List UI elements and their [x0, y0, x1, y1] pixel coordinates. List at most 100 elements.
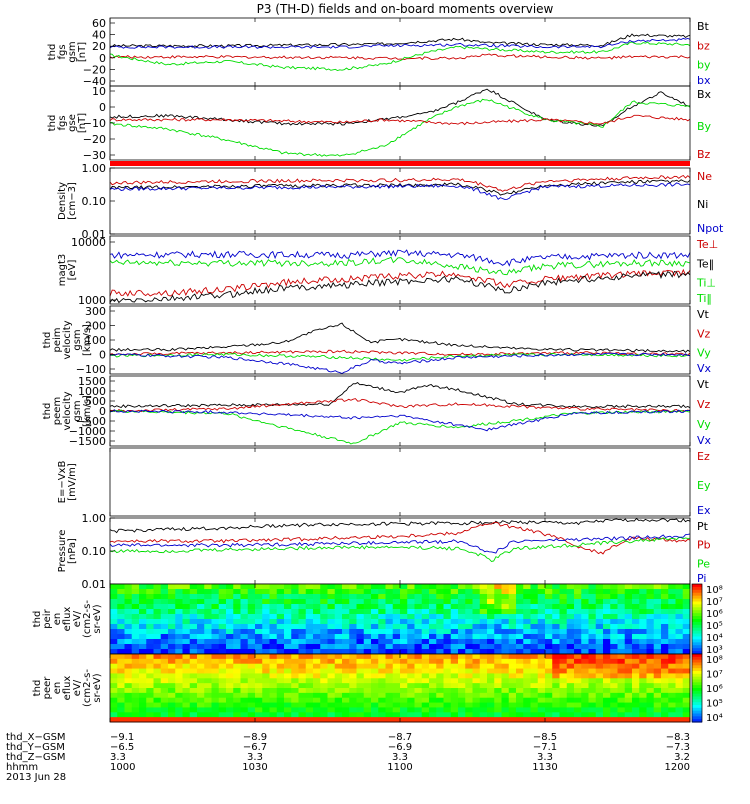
heatmap-cell: [197, 634, 205, 640]
heatmap-cell: [523, 604, 531, 610]
heatmap-cell: [247, 668, 256, 674]
heatmap-cell: [472, 654, 481, 660]
heatmap-cell: [305, 604, 314, 610]
colorbar-step: [692, 621, 702, 626]
panel-frame: [109, 447, 691, 517]
heatmap-cell: [247, 697, 256, 704]
heatmap-cell: [146, 712, 154, 718]
y-axis-label-line: peem: [52, 397, 63, 425]
heatmap-cell: [661, 639, 669, 645]
heatmap-cell: [291, 634, 299, 640]
heatmap-cell: [624, 649, 633, 655]
heatmap-cell: [218, 707, 227, 713]
heatmap-cell: [624, 639, 633, 645]
heatmap-cell: [291, 589, 299, 595]
heatmap-cell: [479, 594, 488, 600]
heatmap-cell: [632, 639, 640, 645]
heatmap-cell: [443, 614, 452, 620]
heatmap-cell: [117, 609, 125, 615]
heatmap-cell: [313, 692, 321, 699]
heatmap-cell: [617, 663, 626, 670]
heatmap-cell: [146, 604, 154, 610]
heatmap-cell: [204, 654, 212, 660]
heatmap-cell: [240, 634, 249, 640]
heatmap-cell: [458, 654, 466, 660]
heatmap-cell: [371, 649, 379, 655]
heatmap-cell: [603, 678, 611, 684]
heatmap-cell: [516, 649, 524, 655]
heatmap-cell: [436, 658, 444, 665]
heatmap-cell: [668, 644, 676, 650]
heatmap-cell: [305, 654, 314, 660]
heatmap-cell: [204, 619, 212, 625]
heatmap-cell: [334, 702, 343, 708]
x-axis-value: −7.3: [666, 742, 690, 753]
heatmap-cell: [479, 692, 488, 699]
heatmap-cell: [175, 658, 183, 665]
heatmap-cell: [682, 688, 691, 694]
heatmap-cell: [588, 639, 597, 645]
heatmap-cell: [574, 629, 582, 635]
heatmap-cell: [334, 644, 343, 650]
heatmap-cell: [168, 692, 176, 699]
heatmap-cell: [632, 629, 640, 635]
heatmap-cell: [204, 712, 212, 718]
heatmap-cell: [523, 692, 531, 699]
heatmap-cell: [458, 614, 466, 620]
heatmap-cell: [226, 604, 234, 610]
y-axis-label: thd fgs gsm [nT]: [47, 41, 88, 62]
heatmap-cell: [284, 649, 292, 655]
heatmap-cell: [668, 619, 676, 625]
heatmap-cell: [291, 609, 299, 615]
heatmap-cell: [653, 589, 662, 595]
heatmap-cell: [276, 584, 285, 590]
heatmap-cell: [146, 658, 154, 665]
heatmap-cell: [240, 668, 249, 674]
heatmap-cell: [298, 644, 307, 650]
heatmap-cell: [168, 629, 176, 635]
heatmap-cell: [661, 599, 669, 605]
heatmap-cell: [139, 697, 147, 704]
heatmap-cell: [349, 594, 357, 600]
heatmap-cell: [320, 673, 328, 679]
heatmap-cell: [226, 707, 234, 713]
heatmap-cell: [197, 584, 205, 590]
heatmap-cell: [175, 678, 183, 684]
heatmap-cell: [255, 619, 263, 625]
heatmap-cell: [124, 717, 133, 723]
heatmap-cell: [545, 594, 553, 600]
heatmap-cell: [450, 654, 459, 660]
heatmap-cell: [313, 683, 321, 689]
heatmap-cell: [320, 604, 328, 610]
heatmap-cell: [443, 702, 452, 708]
heatmap-cell: [559, 688, 568, 694]
heatmap-cell: [639, 624, 647, 630]
heatmap-cell: [603, 599, 611, 605]
heatmap-cell: [240, 599, 249, 605]
heatmap-cell: [400, 599, 408, 605]
heatmap-cell: [269, 594, 278, 600]
heatmap-cell: [240, 707, 249, 713]
heatmap-cell: [530, 599, 539, 605]
heatmap-cell: [465, 697, 473, 704]
heatmap-cell: [610, 658, 618, 665]
heatmap-cell: [204, 594, 212, 600]
heatmap-cell: [603, 697, 611, 704]
heatmap-cell: [458, 673, 466, 679]
heatmap-cell: [378, 639, 386, 645]
heatmap-cell: [603, 604, 611, 610]
y-axis-label-line: Density: [57, 182, 68, 220]
heatmap-cell: [110, 663, 118, 670]
heatmap-cell: [247, 658, 256, 665]
heatmap-cell: [124, 673, 133, 679]
heatmap-cell: [189, 683, 198, 689]
heatmap-cell: [472, 702, 481, 708]
heatmap-cell: [639, 619, 647, 625]
heatmap-cell: [334, 589, 343, 595]
heatmap-cell: [153, 683, 162, 689]
heatmap-cell: [632, 604, 640, 610]
series-line-Vt: [109, 322, 691, 353]
heatmap-cell: [284, 599, 292, 605]
heatmap-cell: [197, 604, 205, 610]
